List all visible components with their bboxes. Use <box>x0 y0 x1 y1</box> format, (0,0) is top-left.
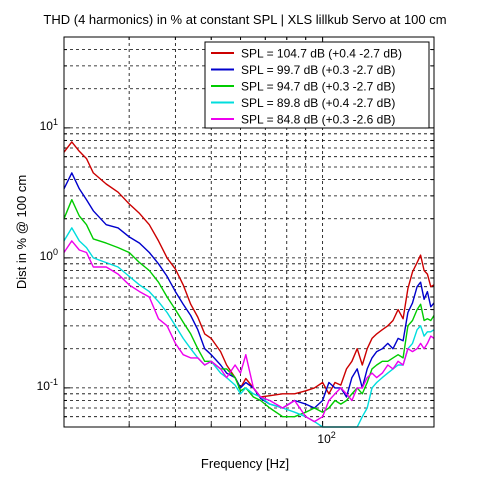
legend-label: SPL = 104.7 dB (+0.4 -2.7 dB) <box>241 47 402 61</box>
series-line <box>63 240 435 423</box>
series-line <box>63 172 435 409</box>
legend-box <box>204 41 430 129</box>
x-tick-label: 102 <box>317 430 335 446</box>
y-axis-label: Dist in % @ 100 cm <box>14 175 29 289</box>
y-tick-label: 100 <box>40 247 58 263</box>
series-line <box>63 141 435 398</box>
tick-labels: 102 10-1 100 101 <box>37 117 336 446</box>
x-axis-label: Frequency [Hz] <box>201 456 289 471</box>
legend-label: SPL = 99.7 dB (+0.3 -2.7 dB) <box>241 63 395 77</box>
y-tick-label: 10-1 <box>37 377 58 393</box>
legend: SPL = 104.7 dB (+0.4 -2.7 dB) SPL = 99.7 … <box>204 41 430 129</box>
series-line <box>63 198 435 418</box>
chart-title: THD (4 harmonics) in % at constant SPL |… <box>43 12 446 27</box>
legend-label: SPL = 94.7 dB (+0.3 -2.7 dB) <box>241 80 395 94</box>
legend-label: SPL = 89.8 dB (+0.4 -2.7 dB) <box>241 96 395 110</box>
y-tick-label: 101 <box>40 117 58 133</box>
legend-label: SPL = 84.8 dB (+0.3 -2.6 dB) <box>241 113 395 127</box>
series-lines <box>63 141 435 428</box>
plot-frame <box>63 36 435 428</box>
series-line <box>63 227 435 428</box>
